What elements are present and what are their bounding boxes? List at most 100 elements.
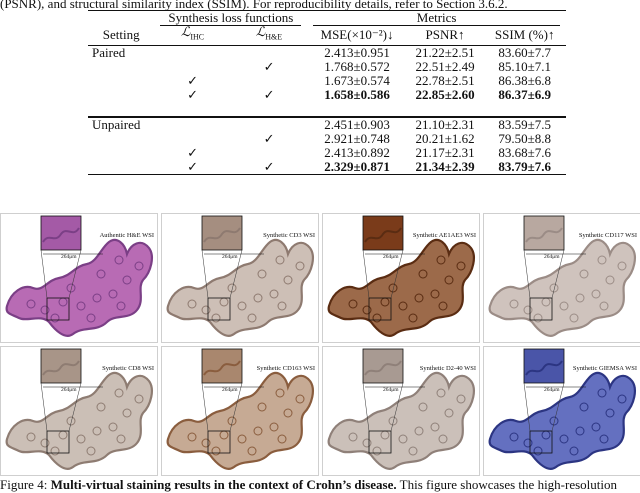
tissue-section xyxy=(327,371,475,470)
gland-mark xyxy=(362,438,372,448)
gland-mark xyxy=(559,301,569,311)
gland-mark xyxy=(134,394,144,404)
cell-mse-best: 1.658±0.586 xyxy=(324,86,390,102)
top-caption: (PSNR), and structural similarity index … xyxy=(0,0,508,11)
cell-psnr: 22.78±2.51 xyxy=(415,72,475,88)
gland-mark xyxy=(348,299,358,309)
cell-psnr: 21.10±2.31 xyxy=(415,116,475,132)
gland-mark xyxy=(201,305,211,315)
gland-mark xyxy=(253,426,263,436)
caption-title: Multi-virtual staining results in the co… xyxy=(50,477,397,492)
gland-mark xyxy=(509,432,519,442)
caption-rest: This figure showcases the high-resolutio… xyxy=(396,477,617,492)
panel-label: Synthetic CD117 WSI xyxy=(578,232,637,239)
cell-ssim: 86.38±6.8 xyxy=(498,72,551,88)
roi-leader-line xyxy=(523,249,531,299)
gland-mark xyxy=(277,434,287,444)
gland-mark xyxy=(134,261,144,271)
col-setting: Setting xyxy=(102,26,140,42)
table-row: Unpaired 2.451±0.903 21.10±2.31 83.59±7.… xyxy=(88,116,566,132)
gland-mark xyxy=(50,313,60,323)
scale-label: 264μm xyxy=(544,254,560,260)
roi-leader-line xyxy=(551,249,565,299)
roi-leader-line xyxy=(390,382,404,432)
wsi-image xyxy=(488,215,636,337)
cell-ssim: 83.60±7.7 xyxy=(498,44,551,60)
wsi-panel: Synthetic CD163 WSI 264μm xyxy=(161,346,319,476)
cell-ihc: ✓ xyxy=(187,86,199,102)
gland-mark xyxy=(295,394,305,404)
gland-mark xyxy=(605,408,615,418)
inset-tissue xyxy=(203,360,241,376)
roi-box xyxy=(46,430,70,454)
gland-mark xyxy=(283,408,293,418)
cell-mse: 2.921±0.748 xyxy=(324,130,390,146)
col-ssim: SSIM (%)↑ xyxy=(494,26,555,42)
cell-ssim: 85.10±7.1 xyxy=(498,58,551,74)
scale-label: 264μm xyxy=(61,254,77,260)
gland-mark xyxy=(76,301,86,311)
roi-leader-line xyxy=(68,382,82,432)
gland-mark xyxy=(414,293,424,303)
roi-box xyxy=(46,297,70,321)
scale-label: 264μm xyxy=(544,387,560,393)
gland-mark xyxy=(579,402,589,412)
panel-label: Synthetic D2-40 WSI xyxy=(419,365,476,372)
gland-mark xyxy=(438,434,448,444)
cell-ssim: 83.59±7.5 xyxy=(498,116,551,132)
table-row: Paired 2.413±0.951 21.22±2.51 83.60±7.7 xyxy=(88,45,566,60)
scale-label: 264μm xyxy=(61,387,77,393)
roi-leader-line xyxy=(201,249,209,299)
wsi-image xyxy=(5,348,153,470)
tissue-section xyxy=(488,238,636,337)
gland-mark xyxy=(227,283,237,293)
cell-mse-best: 2.329±0.871 xyxy=(324,158,390,174)
roi-box xyxy=(207,297,231,321)
cell-he xyxy=(231,45,308,60)
roi-box xyxy=(529,297,553,321)
gland-mark xyxy=(257,269,267,279)
cell-psnr-best: 21.34±2.39 xyxy=(415,158,475,174)
gland-mark xyxy=(114,255,124,265)
cell-he xyxy=(231,117,308,132)
gland-mark xyxy=(122,275,132,285)
gland-mark xyxy=(591,289,601,299)
gland-mark xyxy=(438,301,448,311)
gland-mark xyxy=(116,434,126,444)
gland-mark xyxy=(414,426,424,436)
cell-mse: 1.673±0.574 xyxy=(324,72,390,88)
cell-ihc xyxy=(154,60,230,74)
wsi-image xyxy=(488,348,636,470)
cell-psnr: 21.17±2.31 xyxy=(415,144,475,160)
gland-mark xyxy=(549,283,559,293)
table-row: ✓ 2.921±0.748 20.21±1.62 79.50±8.8 xyxy=(88,130,566,146)
wsi-panel: Synthetic D2-40 WSI 264μm xyxy=(322,346,480,476)
gland-mark xyxy=(92,293,102,303)
gland-mark xyxy=(187,432,197,442)
cell-psnr: 20.21±1.62 xyxy=(415,130,475,146)
gland-mark xyxy=(40,438,50,448)
cell-ihc xyxy=(154,132,230,146)
gland-mark xyxy=(247,313,257,323)
wsi-panel: Synthetic CD117 WSI 264μm xyxy=(483,213,640,343)
wsi-panel: Synthetic CD8 WSI 264μm xyxy=(0,346,158,476)
gland-mark xyxy=(201,438,211,448)
cell-ihc xyxy=(154,45,230,60)
panel-label: Authentic H&E WSI xyxy=(99,232,154,239)
cell-he xyxy=(231,146,308,160)
gland-mark xyxy=(533,446,543,456)
gland-mark xyxy=(575,293,585,303)
table-row: ✓ ✓ 1.658±0.586 22.85±2.60 86.37±6.9 xyxy=(88,86,566,102)
metrics-group-header: Metrics xyxy=(307,11,566,26)
gland-mark xyxy=(269,422,279,432)
gland-mark xyxy=(108,289,118,299)
table-column-header-row: Setting ℒIHC ℒH&E MSE(×10⁻²)↓ PSNR↑ SSIM… xyxy=(88,25,566,45)
cell-ssim-best: 86.37±6.9 xyxy=(498,86,551,102)
gland-mark xyxy=(418,269,428,279)
inset-tissue xyxy=(525,360,563,376)
gland-mark xyxy=(227,416,237,426)
cell-mse: 2.413±0.951 xyxy=(324,44,390,60)
gland-mark xyxy=(398,301,408,311)
tissue-section xyxy=(327,238,475,337)
cell-he: ✓ xyxy=(263,158,275,174)
